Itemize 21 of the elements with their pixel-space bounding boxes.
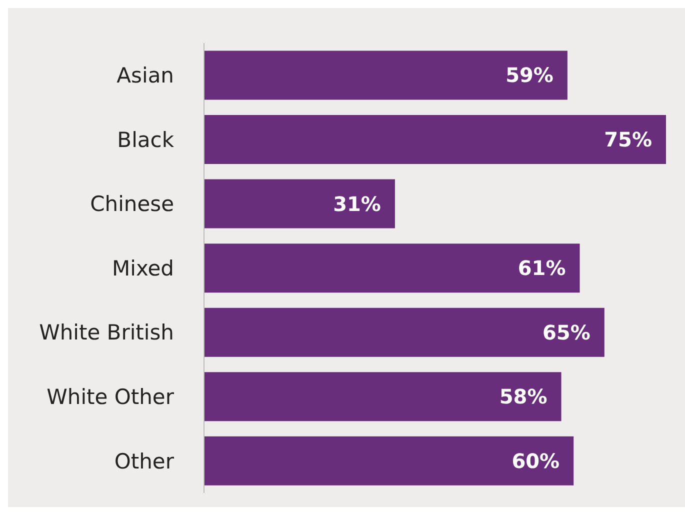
data-label: 65% xyxy=(542,320,590,344)
bar xyxy=(204,179,395,228)
bar xyxy=(204,115,666,164)
bar xyxy=(204,436,574,486)
bar xyxy=(204,308,604,357)
data-label: 75% xyxy=(604,128,652,152)
y-tick-label: White Other xyxy=(46,385,174,410)
y-tick-label: Other xyxy=(114,449,174,474)
y-tick-label: Mixed xyxy=(112,256,174,280)
bar xyxy=(204,244,580,293)
data-label: 31% xyxy=(333,192,381,216)
data-label: 61% xyxy=(518,256,566,280)
y-tick-label: White British xyxy=(39,320,174,345)
bar xyxy=(204,50,568,100)
data-label: 58% xyxy=(499,384,548,409)
data-label: 59% xyxy=(506,63,554,88)
y-tick-label: Chinese xyxy=(90,192,174,216)
bar xyxy=(204,372,562,422)
y-tick-label: Black xyxy=(117,128,175,152)
data-label: 60% xyxy=(512,448,560,473)
y-tick-label: Asian xyxy=(116,64,174,88)
